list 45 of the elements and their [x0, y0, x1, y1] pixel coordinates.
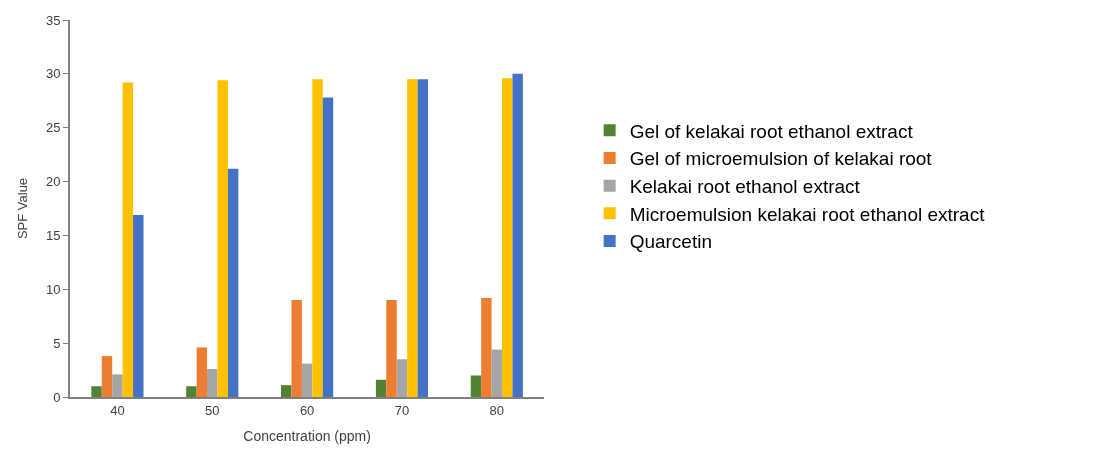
y-axis-title: SPF Value: [15, 177, 31, 240]
y-tick-label: 0: [53, 389, 61, 405]
bar: [322, 97, 334, 397]
bar: [301, 363, 313, 397]
bar: [207, 368, 218, 397]
y-tick-label: 35: [45, 12, 61, 28]
bar: [227, 168, 239, 397]
y-tick-label: 30: [45, 66, 61, 82]
bar: [417, 79, 429, 397]
bar: [386, 300, 397, 397]
y-tick-label: 10: [45, 281, 61, 297]
bar: [196, 347, 208, 397]
x-tick-label: 50: [205, 402, 220, 418]
bar: [375, 379, 387, 397]
bar: [502, 78, 513, 397]
y-tick-label: 20: [45, 174, 61, 190]
legend-label: Gel of kelakai root ethanol extract: [629, 120, 914, 142]
bar: [291, 300, 302, 397]
x-axis-title: Concentration (ppm): [243, 428, 371, 445]
bar: [112, 374, 123, 397]
x-tick-label: 40: [110, 402, 125, 418]
bar: [91, 386, 102, 397]
legend-label: Quarcetin: [629, 231, 713, 253]
y-tick-label: 15: [45, 227, 61, 243]
bar: [186, 386, 197, 397]
bar: [512, 73, 523, 397]
bar: [217, 80, 228, 397]
x-tick-label: 80: [489, 402, 505, 418]
bar: [312, 79, 323, 397]
y-tick-label: 5: [53, 335, 61, 351]
bar: [481, 297, 492, 397]
y-tick-label: 25: [45, 120, 61, 136]
legend-label: Gel of microemulsion of kelakai root: [629, 148, 933, 170]
legend-label: Kelakai root ethanol extract: [629, 176, 861, 198]
bar: [133, 214, 144, 397]
bar: [470, 375, 482, 397]
legend-label: Microemulsion kelakai root ethanol extract: [629, 203, 986, 225]
bar: [396, 359, 408, 397]
bar: [281, 385, 292, 397]
x-tick-label: 60: [299, 402, 315, 418]
bar: [122, 82, 134, 397]
x-tick-label: 70: [394, 402, 410, 418]
bar: [407, 79, 418, 397]
bar: [491, 349, 503, 397]
bar: [101, 356, 113, 397]
